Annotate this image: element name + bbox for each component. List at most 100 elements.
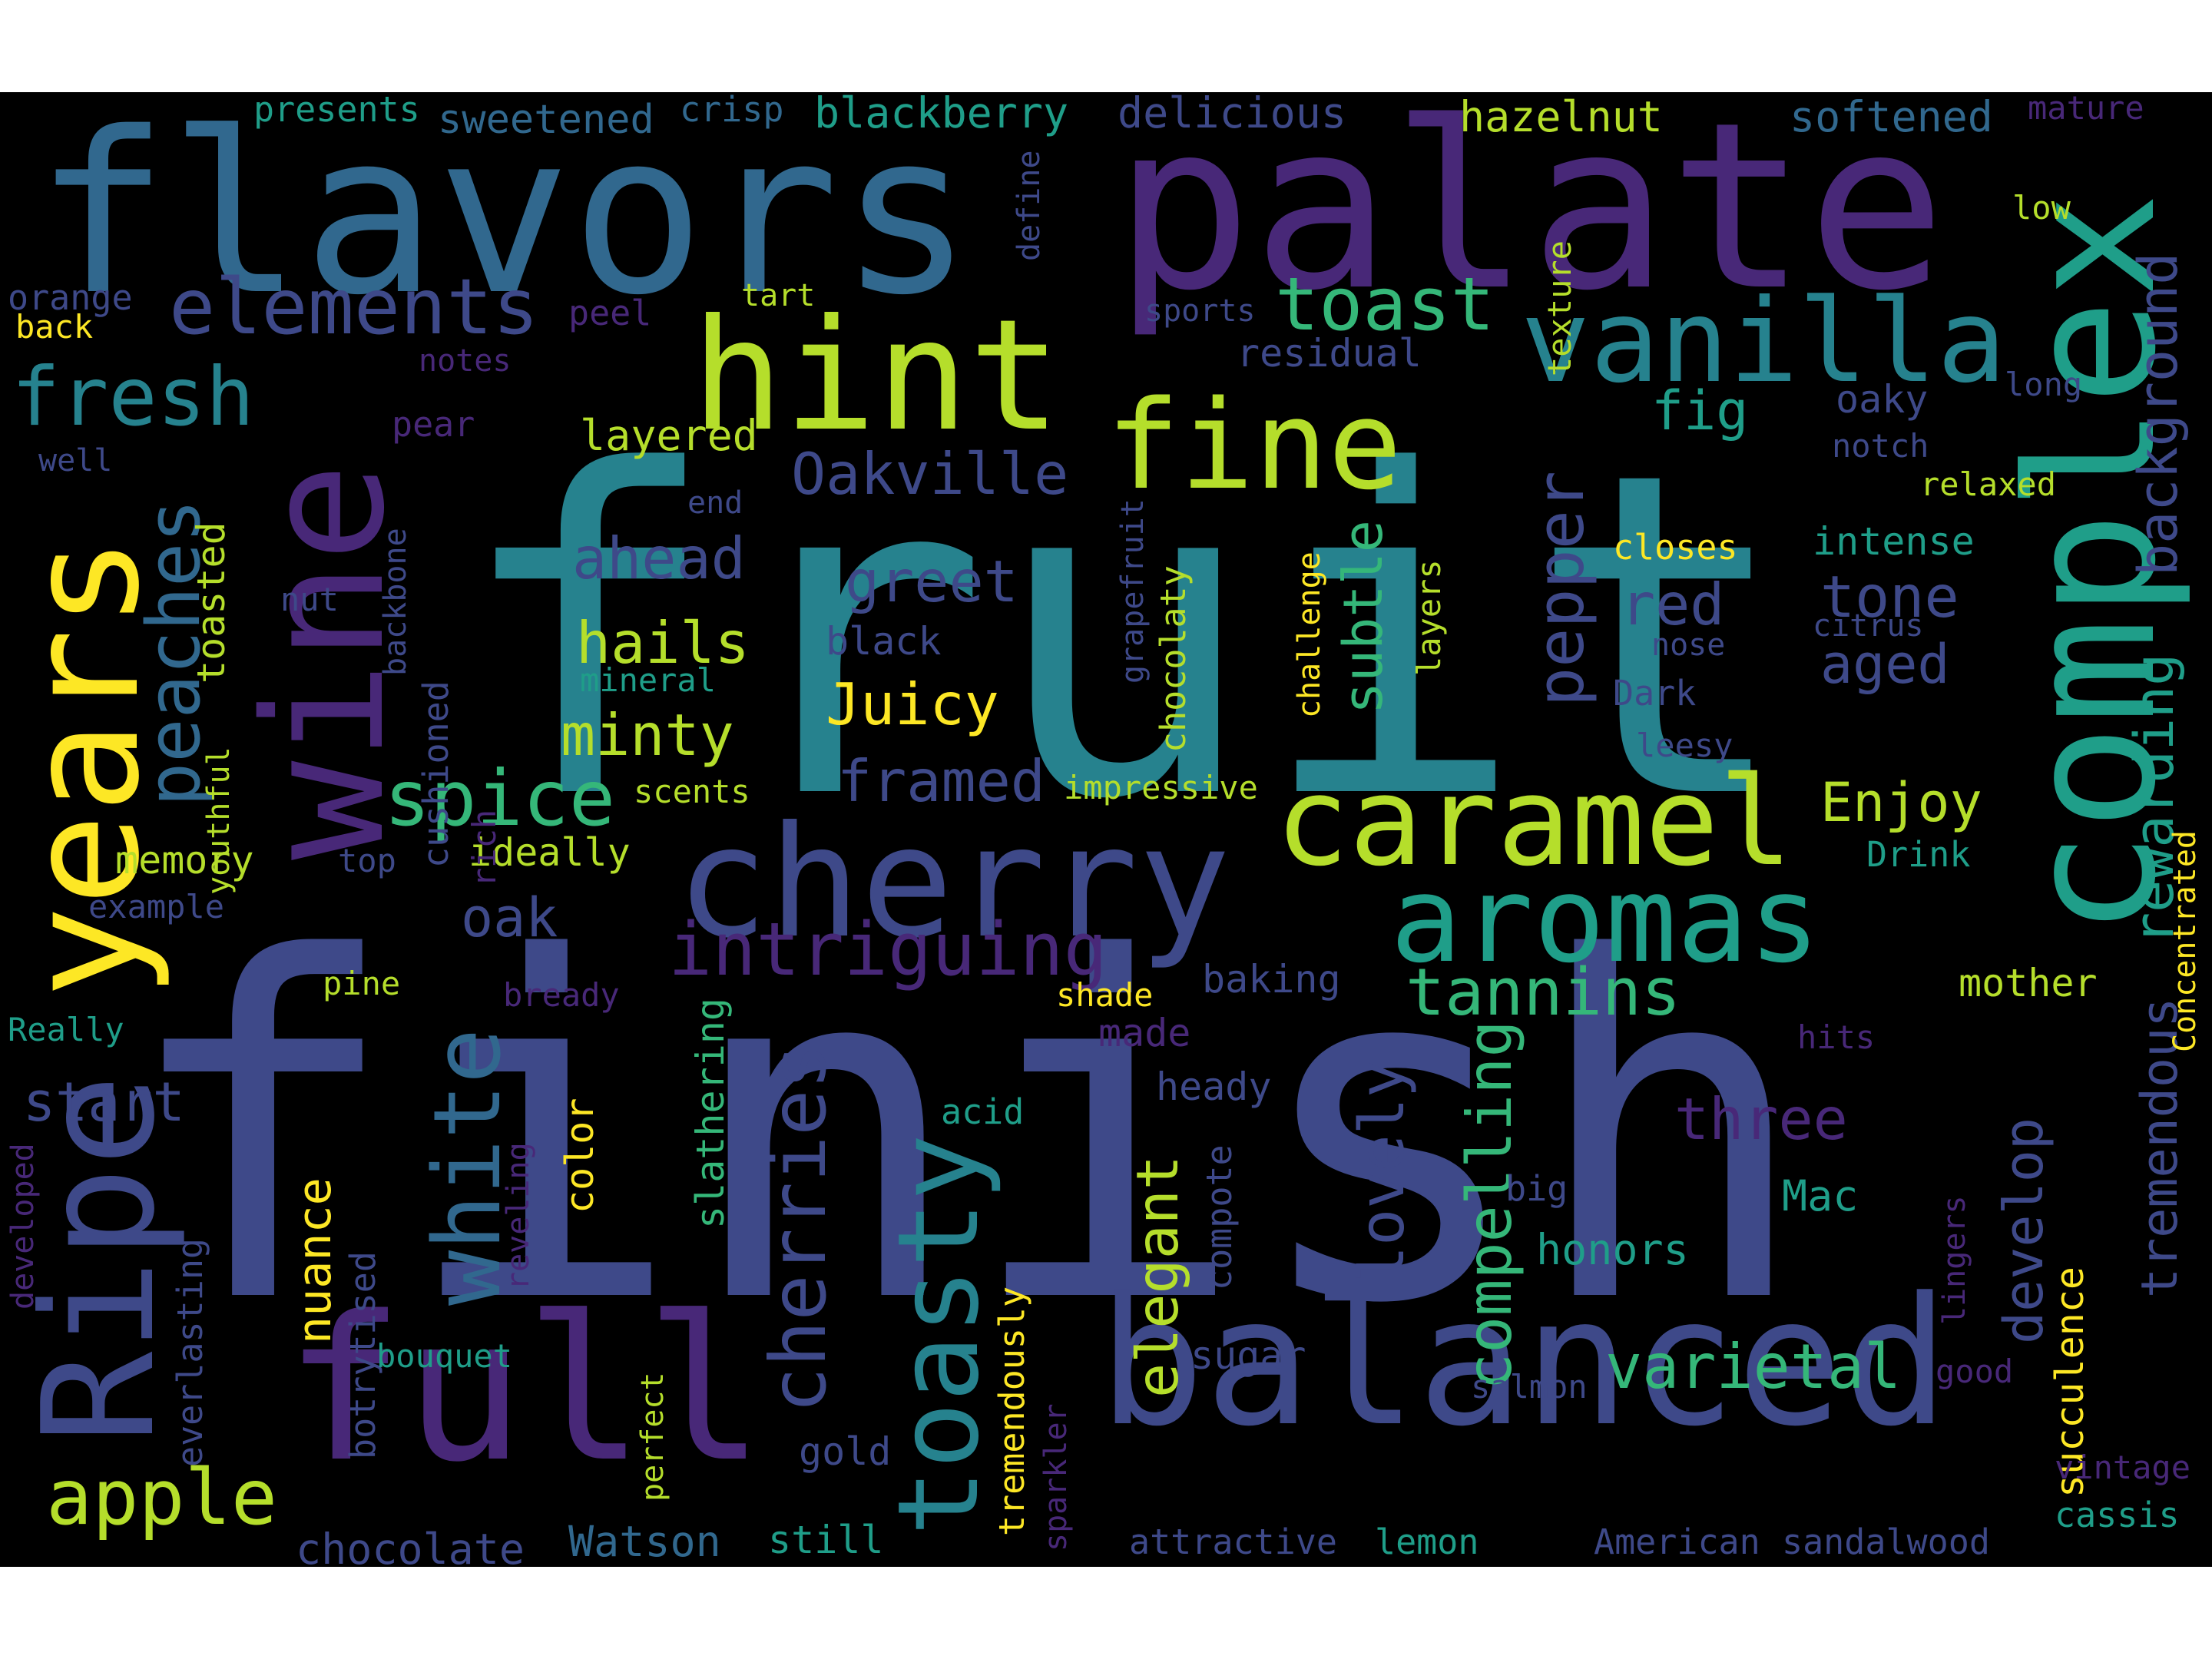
word-reveling: reveling bbox=[501, 1142, 536, 1290]
word-perfect: perfect bbox=[635, 1372, 671, 1502]
word-slathering: slathering bbox=[688, 997, 733, 1229]
word-notch: notch bbox=[1832, 427, 1929, 465]
word-example: example bbox=[88, 888, 225, 926]
word-mineral: mineral bbox=[580, 661, 717, 699]
word-fig: fig bbox=[1651, 379, 1749, 442]
word-impressive: impressive bbox=[1064, 769, 1258, 806]
word-varietal: varietal bbox=[1605, 1331, 1902, 1402]
word-palate: palate bbox=[1114, 92, 1946, 341]
word-top: top bbox=[338, 842, 396, 879]
word-red: red bbox=[1621, 571, 1725, 638]
word-tremendously: tremendously bbox=[992, 1286, 1032, 1536]
word-color: color bbox=[558, 1098, 602, 1214]
word-nose: nose bbox=[1651, 628, 1726, 663]
word-end: end bbox=[687, 485, 743, 521]
word-cloud: finish fruit palate flavors complex bala… bbox=[0, 92, 2212, 1567]
word-everlasting: everlasting bbox=[170, 1237, 210, 1467]
word-crisp: crisp bbox=[680, 92, 784, 130]
word-nut: nut bbox=[280, 581, 339, 618]
word-presents: presents bbox=[253, 92, 420, 130]
word-flavors: flavors bbox=[35, 92, 974, 344]
word-oaky: oaky bbox=[1836, 377, 1929, 422]
word-residual: residual bbox=[1237, 331, 1422, 376]
word-softened: softened bbox=[1790, 92, 1993, 141]
word-hint: hint bbox=[691, 286, 1061, 465]
word-sandalwood: sandalwood bbox=[1782, 1522, 1990, 1562]
word-toasted: toasted bbox=[189, 522, 233, 684]
word-drink: Drink bbox=[1866, 834, 1971, 875]
word-three: three bbox=[1674, 1085, 1848, 1153]
word-pepper: pepper bbox=[1523, 470, 1599, 707]
word-dark: Dark bbox=[1613, 673, 1697, 714]
word-sugar: sugar bbox=[1190, 1333, 1306, 1378]
word-tannins: tannins bbox=[1406, 955, 1681, 1031]
word-start: start bbox=[23, 1071, 185, 1134]
word-back: back bbox=[15, 308, 94, 346]
word-oak: oak bbox=[461, 886, 558, 949]
word-pine: pine bbox=[323, 965, 401, 1002]
word-concentrated: Concentrated bbox=[2167, 830, 2203, 1052]
word-vintage: vintage bbox=[2055, 1449, 2191, 1486]
word-notes: notes bbox=[419, 343, 512, 379]
word-heady: heady bbox=[1156, 1065, 1272, 1109]
word-honors: honors bbox=[1536, 1225, 1689, 1274]
word-layers: layers bbox=[1410, 559, 1448, 676]
word-ahead: ahead bbox=[572, 525, 746, 592]
word-fresh: fresh bbox=[12, 350, 255, 444]
word-baking: baking bbox=[1202, 957, 1341, 1002]
word-chocolate: chocolate bbox=[296, 1525, 525, 1568]
word-acid: acid bbox=[941, 1091, 1025, 1132]
word-orange: orange bbox=[8, 277, 133, 318]
word-black: black bbox=[826, 619, 942, 664]
word-mature: mature bbox=[2028, 92, 2144, 127]
word-finish: finish bbox=[119, 860, 1812, 1406]
word-leesy: leesy bbox=[1636, 727, 1734, 764]
word-challenge: challenge bbox=[1292, 551, 1327, 718]
word-sparkler: sparkler bbox=[1038, 1403, 1074, 1551]
word-hails: hails bbox=[576, 609, 750, 677]
word-caramel: caramel bbox=[1275, 750, 1793, 893]
word-lemon: lemon bbox=[1375, 1522, 1479, 1562]
word-delicious: delicious bbox=[1118, 92, 1347, 137]
word-attractive: attractive bbox=[1129, 1522, 1337, 1562]
word-tart: tart bbox=[741, 278, 816, 313]
word-memory: memory bbox=[115, 838, 254, 882]
word-intense: intense bbox=[1813, 519, 1975, 564]
word-greet: greet bbox=[845, 548, 1018, 615]
word-aged: aged bbox=[1820, 633, 1950, 696]
word-cushioned: cushioned bbox=[416, 680, 456, 868]
word-balanced: balanced bbox=[1098, 1260, 1949, 1465]
word-mother: mother bbox=[1959, 961, 2098, 1005]
word-toast: toast bbox=[1275, 263, 1495, 347]
word-youthful: youthful bbox=[201, 747, 237, 895]
word-cherries: cherries bbox=[753, 1043, 843, 1413]
word-sports: sports bbox=[1144, 293, 1256, 329]
word-fine: fine bbox=[1106, 373, 1402, 517]
word-full: full bbox=[284, 1274, 766, 1506]
word-toasty: toasty bbox=[874, 1134, 1004, 1536]
word-aromas: aromas bbox=[1390, 850, 1820, 989]
word-ideally: ideally bbox=[469, 830, 631, 875]
word-relaxed: relaxed bbox=[1920, 465, 2057, 503]
word-apple: apple bbox=[46, 1452, 278, 1542]
word-made: made bbox=[1098, 1011, 1191, 1055]
word-cassis: cassis bbox=[2055, 1495, 2180, 1535]
word-framed: framed bbox=[837, 747, 1045, 815]
word-layered: layered bbox=[580, 411, 758, 460]
word-sweetened: sweetened bbox=[438, 97, 654, 143]
word-pear: pear bbox=[392, 404, 475, 445]
word-backbone: backbone bbox=[378, 528, 413, 676]
word-define: define bbox=[1012, 150, 1047, 262]
word-blackberry: blackberry bbox=[814, 92, 1069, 137]
word-intriguing: intriguing bbox=[668, 908, 1108, 992]
word-well: well bbox=[38, 443, 113, 478]
word-botrytised: botrytised bbox=[343, 1251, 383, 1459]
word-long: long bbox=[2005, 366, 2083, 403]
word-really: Really bbox=[8, 1011, 124, 1048]
word-compote: compote bbox=[1199, 1144, 1240, 1290]
word-develop: develop bbox=[1992, 1117, 2055, 1344]
word-nuance: nuance bbox=[288, 1177, 342, 1344]
word-cherry: cherry bbox=[676, 793, 1231, 972]
word-background: background bbox=[2127, 252, 2190, 576]
word-bready: bready bbox=[503, 976, 620, 1014]
